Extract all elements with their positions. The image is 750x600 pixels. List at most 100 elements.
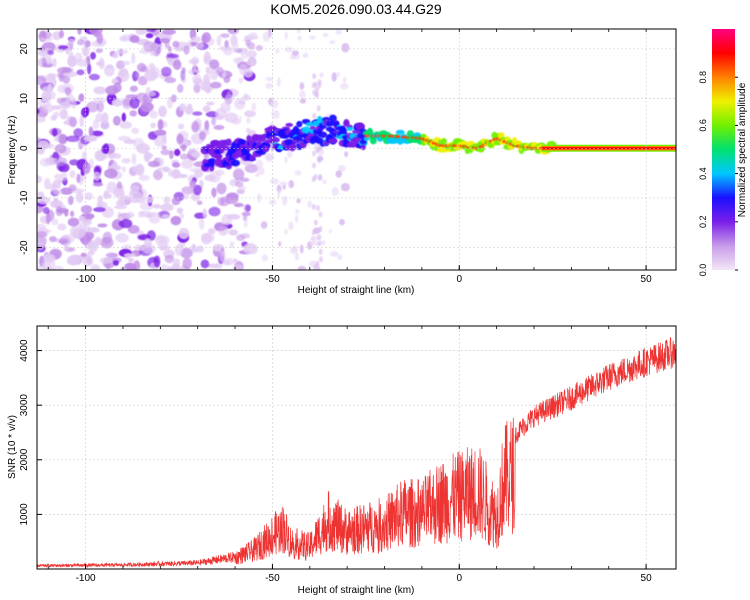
spectrogram-blob xyxy=(112,153,122,159)
spectrogram-blob xyxy=(54,156,68,167)
spectrogram-blob xyxy=(294,170,302,176)
spectrogram-blob xyxy=(80,252,87,258)
spectrogram-ytick-label: -20 xyxy=(19,240,30,255)
spectrogram-blob xyxy=(81,255,94,267)
spectrogram-blob xyxy=(171,162,181,168)
spectrogram-blob xyxy=(316,265,321,270)
spectrogram-blob xyxy=(248,67,252,73)
spectrogram-blob xyxy=(271,137,280,143)
spectrogram-blob xyxy=(315,205,320,212)
spectrogram-blob xyxy=(261,254,269,262)
spectrogram-blob xyxy=(170,215,182,226)
spectrogram-blob xyxy=(213,124,225,130)
spectrogram-blob xyxy=(202,208,208,218)
colorbar: 0.0 0.2 0.4 0.6 0.8 Normalized spectral ampl… xyxy=(698,29,748,276)
spectrogram-blob xyxy=(121,166,126,173)
spectrogram-blob xyxy=(200,85,215,91)
spectrogram-blob xyxy=(37,265,42,270)
spectrogram-blob xyxy=(161,145,167,150)
colorbar-tick-label: 0.6 xyxy=(698,119,708,132)
snr-ytick-label: 3000 xyxy=(19,394,30,417)
spectrogram-blob xyxy=(140,65,149,73)
spectrogram-blob xyxy=(284,46,293,53)
spectrogram-blob xyxy=(66,256,79,266)
spectrogram-blob xyxy=(150,122,157,129)
spectrogram-blob xyxy=(204,120,210,132)
spectrogram-blob xyxy=(133,244,145,251)
spectrogram-blob xyxy=(183,191,190,200)
spectrogram-blob xyxy=(53,189,63,195)
spectrogram-blob xyxy=(192,73,202,86)
spectrogram-blob xyxy=(255,159,264,169)
spectrogram-blob xyxy=(317,145,322,152)
spectrogram-blob xyxy=(283,229,288,235)
spectrogram-blob xyxy=(96,61,104,66)
spectrogram-blob xyxy=(315,86,320,93)
spectrogram-blob xyxy=(302,52,309,59)
spectrogram-blob xyxy=(294,252,300,261)
spectrogram-blob xyxy=(225,138,232,147)
spectrogram-blob xyxy=(313,173,318,180)
spectrogram-blob xyxy=(309,35,316,40)
spectrogram-blob xyxy=(129,110,138,117)
spectrogram-blob xyxy=(93,97,106,104)
spectrogram-blob xyxy=(159,263,169,270)
spectrogram-blob xyxy=(208,159,215,168)
spectrogram-blob xyxy=(266,153,275,160)
spectrogram-blob xyxy=(299,98,307,104)
spectrogram-blob xyxy=(284,156,288,164)
spectrogram-blob xyxy=(164,254,175,264)
spectrogram-blob xyxy=(73,128,84,138)
spectrogram-blob xyxy=(176,133,184,144)
spectrogram-blob xyxy=(86,101,99,113)
spectrogram-blob xyxy=(45,212,51,225)
spectrogram-blob xyxy=(220,33,230,38)
spectrogram-blob xyxy=(177,173,188,179)
spectrogram-blob xyxy=(42,206,50,215)
snr-xlabel: Height of straight line (km) xyxy=(298,585,415,596)
spectrogram-blob xyxy=(265,82,273,89)
spectrogram-blob xyxy=(192,61,197,73)
spectrogram-blob xyxy=(138,174,150,181)
spectrogram-blob xyxy=(228,229,239,236)
spectrogram-blob xyxy=(37,230,47,238)
spectrogram-blob xyxy=(75,191,84,204)
spectrogram-blob xyxy=(211,117,217,126)
spectrogram-blob xyxy=(153,136,167,147)
spectrogram-blob xyxy=(149,110,158,119)
spectrogram-blob xyxy=(343,118,350,126)
spectrogram-blob xyxy=(131,153,137,165)
spectrogram-blob xyxy=(201,32,212,43)
spectrogram-blob xyxy=(182,257,192,270)
spectrogram-blob xyxy=(195,42,205,49)
spectrogram-blob xyxy=(246,135,252,141)
spectrogram-blob xyxy=(346,126,354,131)
spectrogram-blob xyxy=(90,51,96,60)
spectrogram-blob xyxy=(135,196,146,204)
spectrogram-blob xyxy=(144,152,154,159)
spectrogram-blob xyxy=(76,39,85,46)
spectrogram-blob xyxy=(310,236,315,242)
spectrogram-blob xyxy=(317,79,322,86)
spectrogram-ytick-label: -10 xyxy=(19,190,30,205)
spectrogram-blob xyxy=(121,60,131,66)
spectrogram-blob xyxy=(67,217,80,227)
spectrogram-blob xyxy=(232,168,245,181)
spectrogram-blob xyxy=(131,52,136,64)
spectrogram-blob xyxy=(78,215,86,222)
spectrogram-blob xyxy=(90,264,101,270)
spectrogram-blob xyxy=(173,148,181,157)
spectrogram-blob xyxy=(234,97,246,110)
spectrogram-blob xyxy=(265,76,274,82)
spectrogram-blob xyxy=(294,214,299,224)
spectrogram-blob xyxy=(46,50,55,55)
spectrogram-blob xyxy=(246,59,255,66)
spectrogram-blob xyxy=(86,63,92,75)
spectrogram-blob xyxy=(318,174,323,181)
spectrogram-blob xyxy=(178,227,190,240)
spectrogram-blob xyxy=(97,223,108,228)
spectrogram-blob xyxy=(121,158,131,164)
spectrogram-blob xyxy=(311,150,316,157)
spectrogram-blob xyxy=(146,29,157,33)
spectrogram-blob xyxy=(288,143,297,149)
